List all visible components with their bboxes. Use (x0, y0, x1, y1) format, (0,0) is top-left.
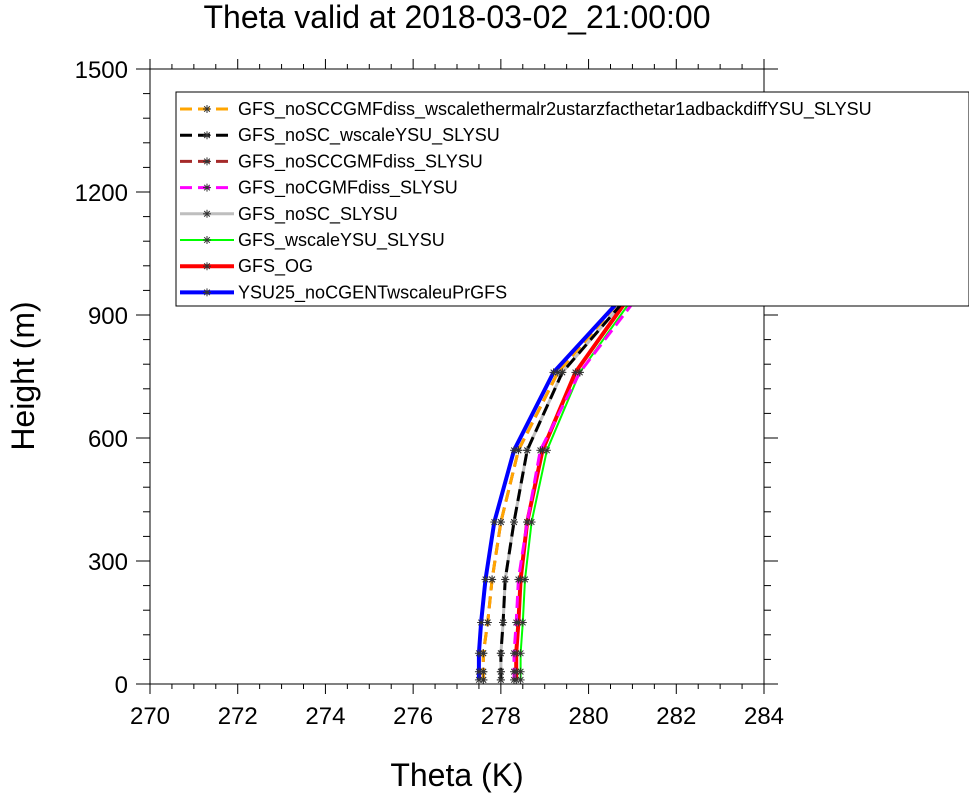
data-point-marker (510, 446, 519, 455)
data-point-marker (203, 262, 211, 271)
y-tick-label: 1500 (75, 57, 128, 84)
legend-box (175, 91, 969, 307)
legend-label: GFS_wscaleYSU_SLYSU (238, 230, 445, 251)
data-point-marker (203, 236, 211, 244)
data-point-marker (203, 209, 211, 218)
legend-label: GFS_OG (238, 256, 313, 277)
data-point-marker (203, 288, 211, 297)
data-point-marker (490, 518, 499, 527)
x-tick-label: 280 (569, 703, 609, 730)
data-point-marker (477, 618, 486, 627)
x-axis-title: Theta (K) (390, 757, 523, 793)
x-tick-label: 274 (305, 703, 345, 730)
data-point-marker (549, 368, 558, 377)
data-point-marker (512, 675, 521, 684)
x-tick-label: 282 (656, 703, 696, 730)
x-tick-label: 278 (481, 703, 521, 730)
data-point-marker (474, 667, 483, 676)
legend: GFS_noSCCGMFdiss_wscalethermalr2ustarzfa… (175, 91, 969, 307)
series-layer (474, 183, 768, 684)
data-point-marker (501, 575, 510, 584)
data-point-marker (496, 667, 505, 676)
data-point-marker (474, 675, 483, 684)
series-line (512, 186, 761, 680)
legend-label: GFS_noSCCGMFdiss_SLYSU (238, 151, 483, 172)
series-line (481, 186, 752, 680)
data-point-marker (203, 131, 211, 140)
data-point-marker (203, 157, 211, 166)
data-point-marker (516, 575, 525, 584)
data-point-marker (571, 368, 580, 377)
data-point-marker (512, 649, 521, 658)
y-tick-label: 300 (88, 549, 128, 576)
y-tick-label: 0 (115, 672, 128, 699)
data-point-marker (538, 446, 547, 455)
x-tick-label: 276 (393, 703, 433, 730)
series-line (476, 186, 766, 680)
legend-label: GFS_noCGMFdiss_SLYSU (238, 178, 458, 199)
series-line (499, 186, 757, 680)
data-point-marker (514, 618, 523, 627)
data-point-marker (481, 575, 490, 584)
x-tick-label: 272 (218, 703, 258, 730)
legend-label: GFS_noSC_SLYSU (238, 204, 398, 225)
y-tick-label: 600 (88, 426, 128, 453)
legend-label: YSU25_noCGENTwscaleuPrGFS (238, 282, 507, 303)
series-line (519, 187, 761, 680)
data-point-marker (523, 446, 532, 455)
data-point-marker (474, 649, 483, 658)
data-point-marker (523, 518, 532, 527)
y-tick-label: 900 (88, 303, 128, 330)
legend-label: GFS_noSCCGMFdiss_wscalethermalr2ustarzfa… (238, 99, 872, 120)
plot-frame (149, 68, 765, 685)
chart-title: Theta valid at 2018-03-02_21:00:00 (203, 0, 710, 35)
data-point-marker (496, 649, 505, 658)
x-tick-label: 284 (744, 703, 784, 730)
data-point-marker (483, 618, 492, 627)
data-point-marker (496, 675, 505, 684)
data-point-marker (510, 518, 519, 527)
data-point-marker (203, 105, 211, 113)
data-point-marker (499, 618, 508, 627)
y-tick-label: 1200 (75, 180, 128, 207)
data-point-marker (512, 667, 521, 676)
x-tick-label: 270 (130, 703, 170, 730)
y-axis-title: Height (m) (5, 301, 41, 450)
legend-label: GFS_noSC_wscaleYSU_SLYSU (238, 125, 500, 146)
data-point-marker (203, 183, 211, 192)
data-point-marker (558, 368, 567, 377)
